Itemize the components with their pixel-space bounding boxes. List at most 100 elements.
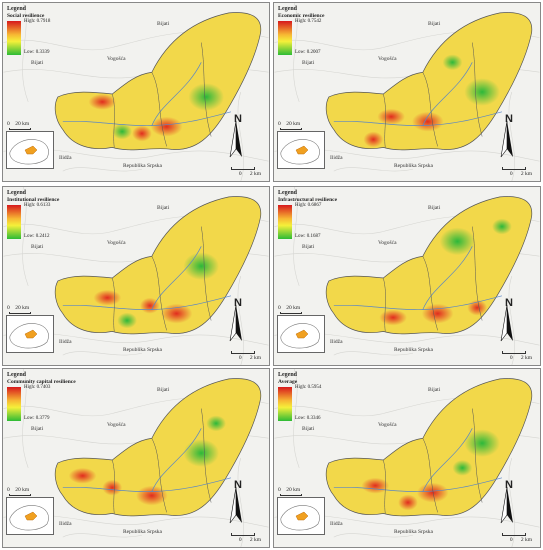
district-borders	[112, 226, 212, 332]
legend-indicator: Average	[278, 379, 298, 385]
district-borders	[383, 42, 483, 148]
rivers	[62, 428, 232, 493]
municipality-area	[325, 196, 533, 335]
legend-high: High: 0.5954	[295, 385, 322, 390]
legend-color-ramp	[278, 21, 292, 55]
north-label: N	[505, 297, 513, 309]
inset-scale-label: 0 20 km	[278, 305, 301, 311]
place-label: Vogošća	[107, 240, 126, 246]
place-label: Vogošća	[378, 422, 397, 428]
resilience-map	[3, 187, 269, 365]
place-label: Bijati	[302, 426, 315, 432]
legend-low: Low: 0.2412	[24, 234, 50, 239]
legend-title: Legend	[7, 6, 27, 12]
legend-indicator: Infrastructural resilience	[278, 197, 338, 203]
rivers	[62, 246, 232, 311]
locator-inset-map	[6, 497, 54, 535]
place-label: Bijati	[31, 244, 44, 250]
place-label: Bijati	[428, 21, 441, 27]
legend-title: Legend	[278, 6, 298, 12]
inset-scale-bar	[9, 494, 31, 496]
resilience-map	[274, 187, 540, 365]
map-panel-3: Legend Institutional resilience High: 0.…	[2, 186, 270, 366]
place-label: Bijati	[31, 60, 44, 66]
north-label: N	[234, 479, 242, 491]
place-label: Republika Srpska	[394, 347, 433, 353]
inset-scale-label: 0 20 km	[7, 121, 30, 127]
north-label: N	[234, 113, 242, 125]
legend-color-ramp	[7, 387, 21, 421]
map-panel-6: Legend Average High: 0.5954 Low: 0.3346 …	[273, 368, 541, 548]
place-label: Ilidža	[59, 339, 72, 345]
rivers	[333, 428, 503, 493]
legend: Legend Average High: 0.5954 Low: 0.3346	[278, 372, 358, 421]
legend-title: Legend	[7, 190, 27, 196]
place-label: Bijati	[428, 387, 441, 393]
north-arrow-icon	[500, 121, 513, 158]
place-label: Vogošća	[378, 240, 397, 246]
place-label: Ilidža	[330, 521, 343, 527]
place-label: Republika Srpska	[394, 163, 433, 169]
rivers	[62, 62, 232, 127]
legend-low: Low: 0.3339	[24, 50, 50, 55]
legend-indicator: Community capital resilience	[7, 379, 76, 385]
district-borders	[383, 226, 483, 332]
locator-inset-map	[6, 315, 54, 353]
map-scale-bar	[231, 533, 255, 536]
map-scale-label: 0 2 km	[509, 537, 532, 543]
resilience-map	[3, 3, 269, 181]
place-label: Bijati	[302, 244, 315, 250]
map-scale-bar	[502, 351, 526, 354]
district-borders	[112, 408, 212, 514]
legend: Legend Community capital resilience High…	[7, 372, 87, 421]
legend-high: High: 0.7542	[295, 19, 322, 24]
north-arrow-icon	[229, 487, 242, 524]
municipality-area	[54, 12, 262, 151]
inset-scale-bar	[280, 128, 302, 130]
place-label: Ilidža	[330, 339, 343, 345]
place-label: Bijati	[157, 205, 170, 211]
legend-low: Low: 0.2007	[295, 50, 321, 55]
north-arrow-icon	[500, 487, 513, 524]
north-arrow-icon	[500, 305, 513, 342]
district-borders	[383, 408, 483, 514]
map-scale-label: 0 2 km	[509, 171, 532, 177]
resilience-map	[274, 369, 540, 547]
legend-title: Legend	[278, 190, 298, 196]
map-scale-label: 0 2 km	[238, 537, 261, 543]
map-panel-1: Legend Social resilience High: 0.7918 Lo…	[2, 2, 270, 182]
map-scale-label: 0 2 km	[238, 171, 261, 177]
resilience-map	[3, 369, 269, 547]
legend-high: High: 0.7403	[24, 385, 51, 390]
place-label: Vogošća	[378, 56, 397, 62]
place-label: Ilidža	[59, 521, 72, 527]
place-label: Ilidža	[330, 155, 343, 161]
rivers	[333, 62, 503, 127]
resilience-map	[274, 3, 540, 181]
legend-color-ramp	[278, 387, 292, 421]
legend-color-ramp	[7, 205, 21, 239]
inset-scale-label: 0 20 km	[7, 305, 30, 311]
place-label: Bijati	[31, 426, 44, 432]
legend: Legend Institutional resilience High: 0.…	[7, 190, 87, 239]
map-panel-4: Legend Infrastructural resilience High: …	[273, 186, 541, 366]
place-label: Bijati	[302, 60, 315, 66]
locator-inset-map	[6, 131, 54, 169]
legend-low: Low: 0.1687	[295, 234, 321, 239]
legend-title: Legend	[7, 372, 27, 378]
legend-high: High: 0.6133	[24, 203, 51, 208]
map-scale-bar	[231, 167, 255, 170]
place-label: Vogošća	[107, 422, 126, 428]
map-scale-bar	[231, 351, 255, 354]
legend: Legend Social resilience High: 0.7918 Lo…	[7, 6, 87, 55]
place-label: Republika Srpska	[394, 529, 433, 535]
place-label: Bijati	[428, 205, 441, 211]
legend-low: Low: 0.3346	[295, 416, 321, 421]
legend-high: High: 0.6867	[295, 203, 322, 208]
legend: Legend Infrastructural resilience High: …	[278, 190, 358, 239]
place-label: Republika Srpska	[123, 163, 162, 169]
north-label: N	[505, 479, 513, 491]
legend-color-ramp	[7, 21, 21, 55]
place-label: Bijati	[157, 21, 170, 27]
north-label: N	[505, 113, 513, 125]
